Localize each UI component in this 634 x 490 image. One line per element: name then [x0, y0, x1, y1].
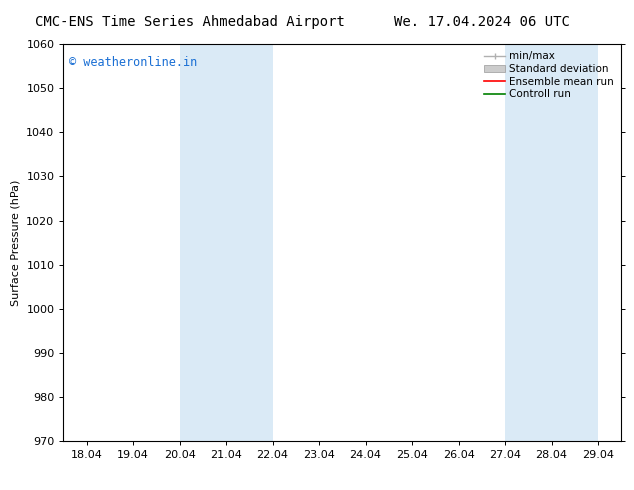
Bar	[179, 44, 273, 441]
Text: We. 17.04.2024 06 UTC: We. 17.04.2024 06 UTC	[394, 15, 570, 29]
Y-axis label: Surface Pressure (hPa): Surface Pressure (hPa)	[11, 179, 21, 306]
Text: © weatheronline.in: © weatheronline.in	[69, 56, 197, 69]
Legend: min/max, Standard deviation, Ensemble mean run, Controll run: min/max, Standard deviation, Ensemble me…	[482, 49, 616, 101]
Bar	[505, 44, 598, 441]
Text: CMC-ENS Time Series Ahmedabad Airport: CMC-ENS Time Series Ahmedabad Airport	[36, 15, 345, 29]
